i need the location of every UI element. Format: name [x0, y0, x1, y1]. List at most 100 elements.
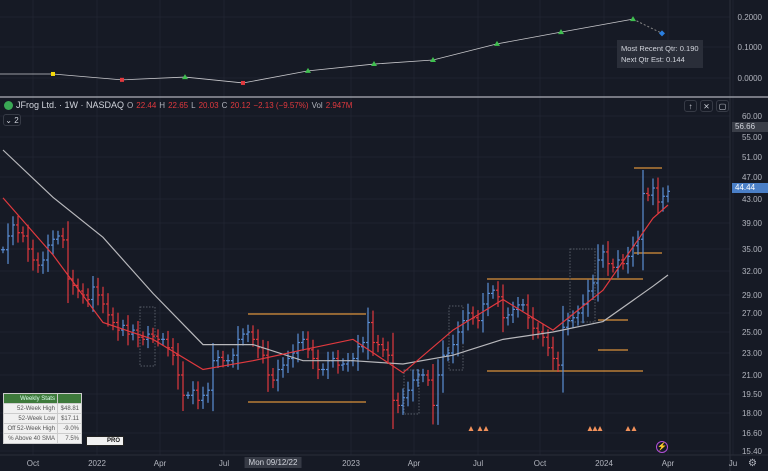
- price-bar: [386, 341, 390, 364]
- symbol-legend: JFrog Ltd. · 1W · NASDAQ O 22.44 H 22.65 L…: [4, 100, 352, 110]
- price-bar: [126, 315, 130, 346]
- price-bar: [431, 363, 435, 425]
- price-bar: [411, 369, 415, 402]
- price-bar: [331, 351, 335, 368]
- price-bar: [391, 332, 395, 430]
- price-bar: [86, 288, 90, 308]
- close-label: C: [221, 100, 228, 110]
- eps-tick: 0.2000: [737, 13, 762, 22]
- price-bar: [491, 285, 495, 299]
- price-bar: [311, 339, 315, 370]
- most-recent-qtr: Most Recent Qtr: 0.190: [621, 44, 699, 53]
- price-bar: [451, 334, 455, 364]
- price-bar: [476, 310, 480, 329]
- price-bar: [631, 236, 635, 267]
- price-bar: [241, 328, 245, 346]
- lightning-icon[interactable]: ⚡: [656, 441, 668, 453]
- signal-triangle-icon: [468, 426, 474, 431]
- price-bar: [51, 230, 55, 255]
- price-bar: [66, 221, 70, 304]
- price-bar: [551, 336, 555, 371]
- price-bar: [306, 331, 310, 359]
- eps-point: [241, 80, 245, 85]
- price-bar: [221, 350, 225, 368]
- high-price-badge: 56.66: [732, 122, 768, 132]
- price-bar: [416, 369, 420, 387]
- price-bar: [606, 241, 610, 276]
- price-tick: 29.00: [741, 291, 762, 300]
- price-bar: [6, 223, 10, 264]
- price-tick: 55.00: [741, 133, 762, 142]
- eps-tooltip: Most Recent Qtr: 0.190 Next Qtr Est: 0.1…: [617, 40, 703, 68]
- price-bar: [461, 310, 465, 344]
- price-bar: [276, 359, 280, 392]
- price-bar: [41, 251, 45, 274]
- price-bar: [31, 239, 35, 271]
- price-tick: 19.50: [741, 390, 762, 399]
- price-tick: 47.00: [741, 173, 762, 182]
- price-bar: [141, 331, 145, 346]
- symbol-title[interactable]: JFrog Ltd. · 1W · NASDAQ: [16, 100, 125, 110]
- price-bar: [611, 258, 615, 273]
- settings-gear-icon[interactable]: ⚙: [748, 458, 757, 469]
- stat-label: 52-Week Low: [3, 413, 58, 424]
- price-bar: [46, 234, 50, 272]
- signal-triangle-icon: [477, 426, 483, 431]
- change-value: −2.13 (−9.57%): [253, 100, 309, 110]
- price-bar: [501, 284, 505, 333]
- signal-triangle-icon: [597, 426, 603, 431]
- time-tick: Apr: [407, 459, 421, 468]
- move-up-button[interactable]: ↑: [684, 100, 697, 112]
- time-tick: 2023: [342, 459, 360, 468]
- price-bar: [316, 349, 320, 380]
- price-bar: [651, 178, 655, 206]
- price-bar: [641, 169, 645, 271]
- stat-label: Off 52-Week High: [3, 423, 58, 434]
- price-bar: [206, 382, 210, 403]
- price-bar: [186, 391, 190, 399]
- next-qtr-est: Next Qtr Est: 0.144: [621, 55, 685, 64]
- pro-label: PRO: [106, 438, 120, 444]
- price-bar: [261, 339, 265, 364]
- price-tick: 32.00: [741, 267, 762, 276]
- arrow-up-icon: ↑: [688, 101, 693, 111]
- price-bar: [556, 351, 560, 372]
- collapse-pane-button[interactable]: ⨯: [700, 100, 713, 112]
- price-bar: [176, 343, 180, 390]
- price-bar: [11, 216, 15, 246]
- time-tick: Ju: [728, 459, 738, 468]
- collapse-icon: ⨯: [703, 101, 710, 111]
- price-bar: [101, 286, 105, 314]
- price-bar: [296, 333, 300, 363]
- eps-estimate-line: [632, 18, 663, 34]
- price-bar: [406, 381, 410, 407]
- eps-estimate-point: [659, 30, 665, 37]
- price-bar: [571, 310, 575, 329]
- stat-value: $48.81: [56, 403, 83, 414]
- time-tick: Oct: [26, 459, 40, 468]
- price-bar: [366, 307, 370, 360]
- price-bar: [351, 352, 355, 367]
- price-bar: [486, 282, 490, 317]
- price-tick: 23.00: [741, 349, 762, 358]
- price-bar: [321, 363, 325, 376]
- indicators-toggle-button[interactable]: ⌄ 2: [3, 114, 21, 126]
- price-bar: [211, 342, 215, 412]
- price-bar: [446, 347, 450, 362]
- stat-value: $17.11: [56, 413, 83, 424]
- price-bar: [581, 294, 585, 324]
- price-tick: 51.00: [741, 153, 762, 162]
- price-bar: [96, 277, 100, 306]
- price-bar: [61, 227, 65, 249]
- price-bar: [191, 381, 195, 405]
- price-tick: 43.00: [741, 195, 762, 204]
- chevron-down-icon: ⌄: [5, 115, 12, 125]
- price-bar: [541, 323, 545, 347]
- maximize-pane-button[interactable]: ▢: [716, 100, 729, 112]
- price-bar: [271, 368, 275, 389]
- eps-point: [182, 74, 188, 80]
- price-bar: [56, 230, 60, 245]
- price-bar: [566, 312, 570, 336]
- price-bar: [586, 279, 590, 317]
